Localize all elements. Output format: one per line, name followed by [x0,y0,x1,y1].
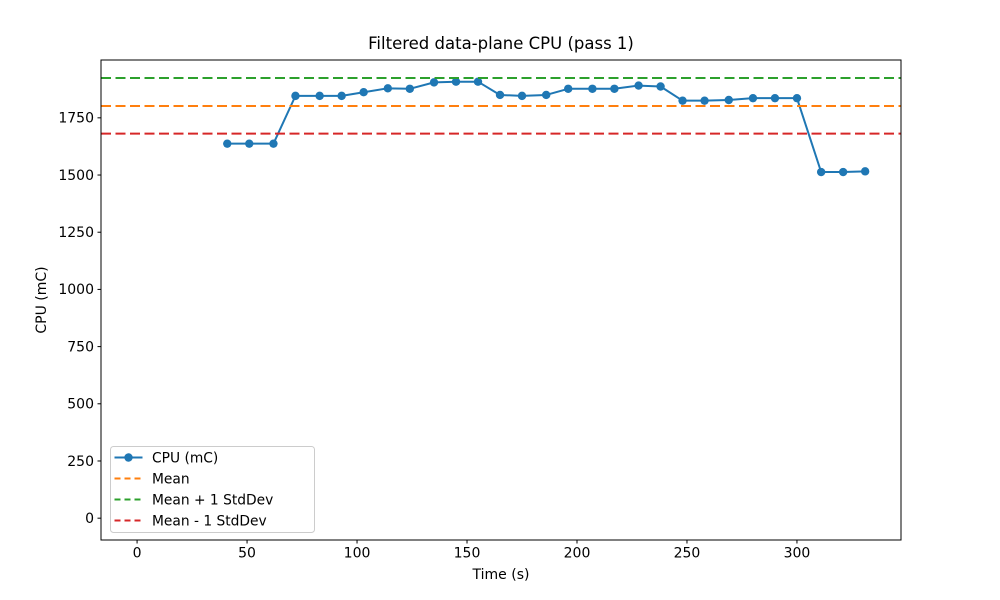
cpu-data-point [770,93,780,103]
legend-label: Mean + 1 StdDev [152,493,273,509]
plot-spines [100,59,902,541]
y-tick-label: 0 [85,511,94,527]
cpu-data-point [359,88,368,97]
cpu-data-point [269,139,278,148]
x-tick-label: 150 [454,546,481,562]
x-tick-label: 250 [674,546,701,562]
x-tick-label: 0 [133,546,142,562]
cpu-data-point [517,91,527,101]
cpu-data-point [634,81,643,90]
x-tick-label: 300 [784,546,811,562]
chart-title: Filtered data-plane CPU (pass 1) [368,34,634,53]
legend-label: CPU (mC) [152,451,218,467]
cpu-data-point [495,90,505,100]
cpu-data-point [700,96,709,105]
cpu-data-point [315,91,324,101]
cpu-data-point [564,84,573,93]
y-tick-label: 500 [67,397,94,413]
cpu-data-point [542,90,551,100]
y-tick-label: 1500 [58,168,94,184]
cpu-data-point [473,77,483,86]
y-tick-label: 250 [67,454,94,470]
y-tick-label: 1000 [58,282,94,298]
cpu-data-point [656,82,665,91]
cpu-data-point [748,93,758,103]
cpu-data-point [337,91,346,101]
cpu-data-point [429,78,439,87]
cpu-data-point [792,93,802,103]
x-tick-label: 200 [564,546,591,562]
cpu-data-point [724,95,733,105]
cpu-data-point [588,84,597,93]
legend-label: Mean [152,472,190,488]
legend-label: Mean - 1 StdDev [152,514,267,530]
cpu-data-point [223,139,232,148]
x-tick-label: 100 [344,546,371,562]
cpu-data-point [860,167,870,176]
cpu-data-point [816,167,826,177]
legend: CPU (mC) Mean Mean + 1 StdDev Mean - 1 StdD… [110,446,315,533]
cpu-data-point [451,77,461,86]
y-tick-label: 1750 [58,111,94,127]
y-axis-label: CPU (mC) [34,266,50,333]
cpu-data-point [610,84,619,93]
cpu-data-point [245,139,254,148]
legend-sample-marker [124,453,133,462]
cpu-data-point [291,91,300,101]
cpu-data-point [405,84,415,93]
plot-area: 0 50 100 150 200 250 300 0 250 500 750 1000 1250 1500… [58,59,902,562]
x-tick-label: 50 [238,546,256,562]
cpu-data-point [838,167,848,177]
y-tick-label: 1250 [58,225,94,241]
y-tick-label: 750 [67,339,94,355]
cpu-data-point [678,96,687,105]
legend-box [110,446,315,533]
x-axis-label: Time (s) [472,567,530,583]
cpu-data-point [383,84,393,93]
